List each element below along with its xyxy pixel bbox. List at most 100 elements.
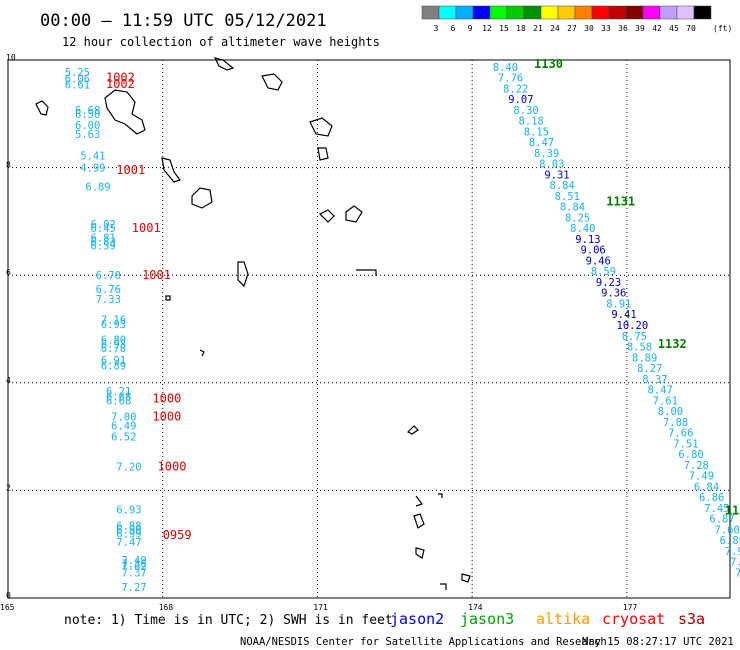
legend-swatch <box>438 5 457 20</box>
map-title: 00:00 – 11:59 UTC 05/12/2021 <box>40 11 327 31</box>
time-label: 1000 <box>158 459 187 473</box>
wave-height-label: 8.15 <box>524 126 549 138</box>
satellite-name: cryosat <box>602 610 665 628</box>
credit-left: NOAA/NESDIS Center for Satellite Applica… <box>240 636 607 648</box>
wave-height-label: 6.70 <box>96 270 121 282</box>
pass-labels: 1130 1131 1132 1133 <box>534 57 740 518</box>
wave-height-label: 6.80 <box>101 335 126 347</box>
satellite-legend: jason2 jason3 altika cryosat s3a <box>390 610 705 628</box>
island-shape <box>317 147 329 161</box>
wave-height-observations: 5.256.066.616.686.506.005.635.414.996.89… <box>65 62 740 594</box>
wave-height-label: 6.78 <box>101 343 126 355</box>
wave-height-label: 6.89 <box>101 360 126 372</box>
wave-height-label: 6.68 <box>75 105 100 117</box>
wave-height-label: 7.36 <box>121 558 146 570</box>
wave-height-label: 7.98 <box>725 546 740 558</box>
wave-height-label: 8.47 <box>647 385 672 397</box>
pass-number-label: 1133 <box>725 504 740 518</box>
satellite-name: s3a <box>678 610 705 628</box>
wave-height-label: 7.61 <box>653 395 678 407</box>
satellite-name: jason3 <box>460 610 514 628</box>
wave-height-label: 6.93 <box>101 319 126 331</box>
wave-height-label: 6.88 <box>116 521 141 533</box>
wave-height-label: 6.49 <box>111 421 136 433</box>
legend-label: 70 <box>686 24 696 33</box>
island-shape <box>35 100 49 116</box>
wave-height-label: 8.25 <box>565 212 590 224</box>
time-label: 0959 <box>163 528 192 542</box>
wave-height-label: 6.93 <box>101 339 126 351</box>
island-shape <box>415 495 423 507</box>
y-tick-label: 6 <box>6 268 11 277</box>
wave-height-label: 7.49 <box>121 555 146 567</box>
island-shape <box>440 583 447 590</box>
island-shape <box>406 425 419 435</box>
legend-swatch <box>591 5 610 20</box>
wave-height-label: 9.23 <box>596 277 621 289</box>
y-tick-label: 10 <box>6 53 16 62</box>
legend-label: 12 <box>482 24 492 33</box>
wave-height-label: 6.00 <box>75 120 100 132</box>
wave-height-label: 6.89 <box>85 182 110 194</box>
wave-height-label: 7.28 <box>684 460 709 472</box>
legend-label: 27 <box>567 24 577 33</box>
island-shape <box>318 209 335 223</box>
wave-height-label: 9.13 <box>575 234 600 246</box>
wave-height-label: 7.88 <box>663 417 688 429</box>
legend-swatch <box>540 5 559 20</box>
pass-number-label: 1130 <box>534 57 563 71</box>
plot-frame <box>7 59 731 599</box>
wave-height-label: 6.80 <box>678 449 703 461</box>
wave-height-label: 6.50 <box>75 109 100 121</box>
legend-swatch <box>625 5 644 20</box>
credit-right: May 15 08:27:17 UTC 2021 <box>582 636 734 648</box>
wave-height-label: 6.86 <box>699 492 724 504</box>
wave-height-label: 6.76 <box>96 284 121 296</box>
island-shape <box>415 547 425 559</box>
wave-height-label: 6.02 <box>91 219 116 231</box>
island-shape <box>413 513 425 529</box>
map-subtitle: 12 hour collection of altimeter wave hei… <box>62 35 380 49</box>
color-legend: 3 6 9 12 15 18 21 24 27 30 33 36 39 42 45 70 <box>421 5 712 33</box>
island-shape <box>199 349 205 357</box>
wave-height-label: 8.84 <box>560 202 585 214</box>
time-label: 1001 <box>116 163 145 177</box>
wave-height-label: 9.36 <box>601 288 626 300</box>
wave-height-label: 8.51 <box>555 191 580 203</box>
wave-height-label: 8.58 <box>627 342 652 354</box>
legend-label: 36 <box>618 24 628 33</box>
wave-height-label: 8.27 <box>637 363 662 375</box>
x-tick-label: 174 <box>468 603 483 612</box>
y-tick-label: 8 <box>6 161 11 170</box>
legend-swatch <box>642 5 661 20</box>
legend-swatch <box>693 5 712 20</box>
pass-number-label: 1132 <box>658 337 687 351</box>
wave-height-label: 7.62 <box>121 561 146 573</box>
legend-swatch <box>421 5 440 20</box>
wave-height-label: 6.21 <box>106 386 131 398</box>
legend-label: 21 <box>533 24 543 33</box>
wave-height-label: 6.61 <box>65 80 90 92</box>
plot-area: 165 168 171 174 177 0 2 4 6 8 10 5.256.06 6 <box>0 53 740 612</box>
wave-height-label: 8.59 <box>591 266 616 278</box>
wave-height-label: 7.00 <box>111 411 136 423</box>
wave-height-label: 7.49 <box>689 471 714 483</box>
wave-height-label: 8.47 <box>529 137 554 149</box>
legend-swatch <box>506 5 525 20</box>
wave-height-label: 7.45 <box>704 503 729 515</box>
wave-height-label: 7.33 <box>96 294 121 306</box>
wave-height-label: 6.68 <box>106 395 131 407</box>
island-shape <box>461 573 471 583</box>
wave-height-label: 8.39 <box>534 148 559 160</box>
legend-swatch <box>574 5 593 20</box>
wave-height-label: 8.89 <box>632 352 657 364</box>
island-shape <box>345 205 363 223</box>
time-label: 1000 <box>152 392 181 406</box>
wave-height-label: 8.40 <box>570 223 595 235</box>
wave-height-label: 9.31 <box>544 169 569 181</box>
wave-height-label: 9.06 <box>580 245 605 257</box>
legend-unit: (ft) <box>713 24 732 33</box>
wave-height-label: 6.91 <box>101 355 126 367</box>
y-tick-label: 0 <box>6 591 11 600</box>
wave-height-label: 8.37 <box>642 374 667 386</box>
